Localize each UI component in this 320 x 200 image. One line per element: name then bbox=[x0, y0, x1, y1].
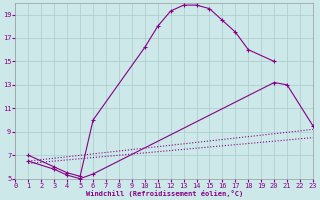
X-axis label: Windchill (Refroidissement éolien,°C): Windchill (Refroidissement éolien,°C) bbox=[85, 190, 243, 197]
